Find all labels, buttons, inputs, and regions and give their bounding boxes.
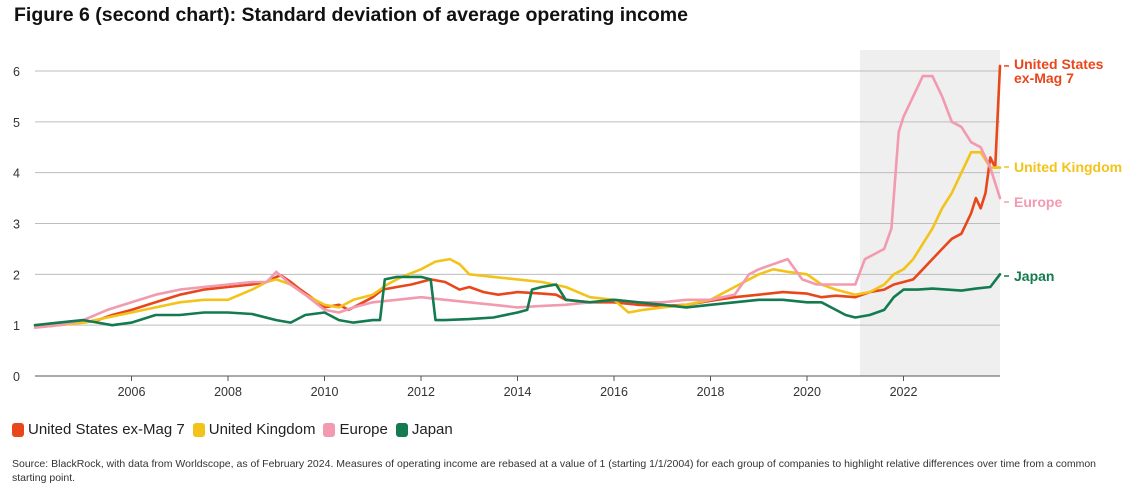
legend-swatch-japan <box>395 422 408 437</box>
legend-swatch-us <box>12 422 24 437</box>
x-tick-label: 2012 <box>407 385 435 399</box>
y-tick-label: 2 <box>13 268 20 282</box>
y-axis: 0 1 2 3 4 5 6 <box>13 65 20 384</box>
end-label-3: Japan <box>1014 268 1054 284</box>
legend-item-japan: Japan <box>395 421 453 438</box>
end-label-2: Europe <box>1014 194 1062 210</box>
x-tick-label: 2010 <box>311 385 339 399</box>
legend-item-europe: Europe <box>323 421 388 438</box>
shaded-region <box>860 50 1000 376</box>
chart-title: Figure 6 (second chart): Standard deviat… <box>14 4 688 26</box>
series-line-2 <box>33 74 1002 330</box>
source-note: Source: BlackRock, with data from Worlds… <box>12 458 1097 484</box>
x-tick-label: 2014 <box>504 385 532 399</box>
x-tick-label: 2020 <box>793 385 821 399</box>
legend-swatch-europe <box>323 422 336 437</box>
y-tick-label: 0 <box>13 370 20 384</box>
x-tick-label: 2006 <box>118 385 146 399</box>
legend-item-us: United States ex-Mag 7 <box>12 421 185 438</box>
y-tick-label: 3 <box>13 218 20 232</box>
legend-label-uk: United Kingdom <box>208 421 316 438</box>
legend: United States ex-Mag 7 United Kingdom Eu… <box>12 421 461 438</box>
end-label-0: ex-Mag 7 <box>1014 70 1074 86</box>
legend-swatch-uk <box>192 422 205 437</box>
gridlines <box>35 70 1000 377</box>
end-label-1: United Kingdom <box>1014 159 1122 175</box>
shaded-period <box>860 50 1000 376</box>
legend-label-us: United States ex-Mag 7 <box>28 421 185 438</box>
legend-label-japan: Japan <box>411 421 453 438</box>
x-tick-label: 2022 <box>890 385 918 399</box>
legend-item-uk: United Kingdom <box>192 421 316 438</box>
legend-label-europe: Europe <box>339 421 388 438</box>
series-line-3 <box>33 272 1002 327</box>
end-label-0: United States <box>1014 56 1104 72</box>
y-tick-label: 4 <box>13 167 20 181</box>
y-tick-label: 6 <box>13 65 20 79</box>
y-tick-label: 5 <box>13 116 20 130</box>
line-chart: 0 1 2 3 4 5 6 2006 2008 2010 2012 2014 2016 2018 2020… <box>13 50 1122 399</box>
x-tick-label: 2008 <box>214 385 242 399</box>
series-lines <box>33 64 1002 330</box>
y-tick-label: 1 <box>13 319 20 333</box>
x-axis: 2006 2008 2010 2012 2014 2016 2018 2020 2022 <box>118 376 918 399</box>
x-tick-label: 2018 <box>697 385 725 399</box>
series-line-1 <box>33 151 1002 327</box>
series-line-0 <box>33 64 1002 328</box>
x-tick-label: 2016 <box>600 385 628 399</box>
